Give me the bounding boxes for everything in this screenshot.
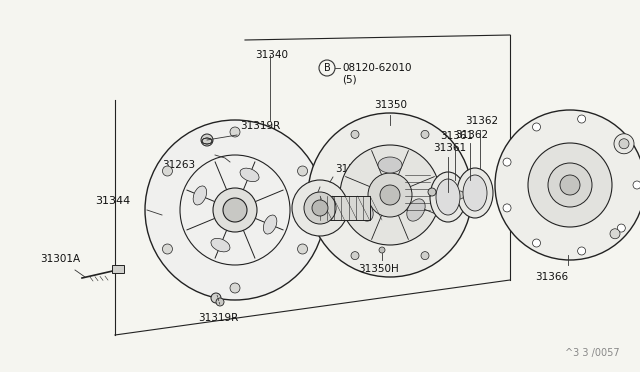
Text: 31362: 31362 — [465, 116, 498, 126]
Circle shape — [163, 166, 172, 176]
Text: 08120-62010: 08120-62010 — [342, 63, 412, 73]
Text: ^3 3 /0057: ^3 3 /0057 — [565, 348, 620, 358]
Circle shape — [316, 191, 324, 199]
Circle shape — [421, 251, 429, 260]
Circle shape — [548, 163, 592, 207]
Circle shape — [304, 192, 336, 224]
Text: 31362: 31362 — [455, 130, 488, 140]
Circle shape — [216, 298, 224, 306]
Circle shape — [380, 185, 400, 205]
Circle shape — [211, 293, 221, 303]
Ellipse shape — [436, 179, 460, 215]
Circle shape — [614, 134, 634, 154]
Text: 31344: 31344 — [95, 196, 130, 206]
Circle shape — [292, 180, 348, 236]
Circle shape — [308, 113, 472, 277]
Ellipse shape — [457, 168, 493, 218]
Circle shape — [201, 134, 213, 146]
Circle shape — [421, 130, 429, 138]
Ellipse shape — [463, 175, 487, 211]
Circle shape — [495, 110, 640, 260]
Circle shape — [312, 200, 328, 216]
Text: 31301A: 31301A — [40, 254, 80, 264]
Text: 31350H: 31350H — [358, 264, 399, 274]
Ellipse shape — [211, 238, 230, 252]
Text: 31319R: 31319R — [240, 121, 280, 131]
Text: B: B — [324, 63, 330, 73]
Circle shape — [230, 127, 240, 137]
Text: 31350: 31350 — [374, 100, 407, 110]
Ellipse shape — [355, 199, 373, 221]
Circle shape — [560, 175, 580, 195]
Ellipse shape — [407, 199, 425, 221]
Text: 31319R: 31319R — [198, 313, 238, 323]
Text: 31346: 31346 — [296, 190, 329, 200]
Text: 31340: 31340 — [255, 50, 288, 60]
Circle shape — [351, 251, 359, 260]
Circle shape — [503, 204, 511, 212]
Circle shape — [340, 145, 440, 245]
Circle shape — [298, 244, 308, 254]
Circle shape — [213, 188, 257, 232]
Circle shape — [230, 283, 240, 293]
Ellipse shape — [430, 172, 466, 222]
Circle shape — [618, 224, 625, 232]
Circle shape — [633, 181, 640, 189]
Text: (5): (5) — [342, 75, 356, 85]
Circle shape — [532, 239, 541, 247]
Ellipse shape — [264, 215, 277, 234]
Circle shape — [578, 247, 586, 255]
Circle shape — [532, 123, 541, 131]
Circle shape — [145, 120, 325, 300]
Circle shape — [379, 247, 385, 253]
Circle shape — [618, 138, 625, 146]
Circle shape — [223, 198, 247, 222]
Circle shape — [351, 130, 359, 138]
Bar — [112, 265, 124, 273]
Circle shape — [298, 166, 308, 176]
Ellipse shape — [193, 186, 207, 205]
Text: 31263: 31263 — [162, 160, 195, 170]
Circle shape — [619, 139, 629, 149]
Text: 31361: 31361 — [433, 143, 466, 153]
Circle shape — [503, 158, 511, 166]
Bar — [320, 196, 370, 220]
Circle shape — [368, 173, 412, 217]
Text: 31361: 31361 — [440, 131, 473, 141]
Circle shape — [578, 115, 586, 123]
Circle shape — [528, 143, 612, 227]
Text: 31347: 31347 — [335, 164, 368, 174]
Ellipse shape — [378, 157, 402, 173]
Ellipse shape — [240, 168, 259, 182]
Circle shape — [456, 191, 464, 199]
Circle shape — [428, 188, 436, 196]
Circle shape — [163, 244, 172, 254]
Text: 31366: 31366 — [535, 272, 568, 282]
Circle shape — [610, 229, 620, 239]
